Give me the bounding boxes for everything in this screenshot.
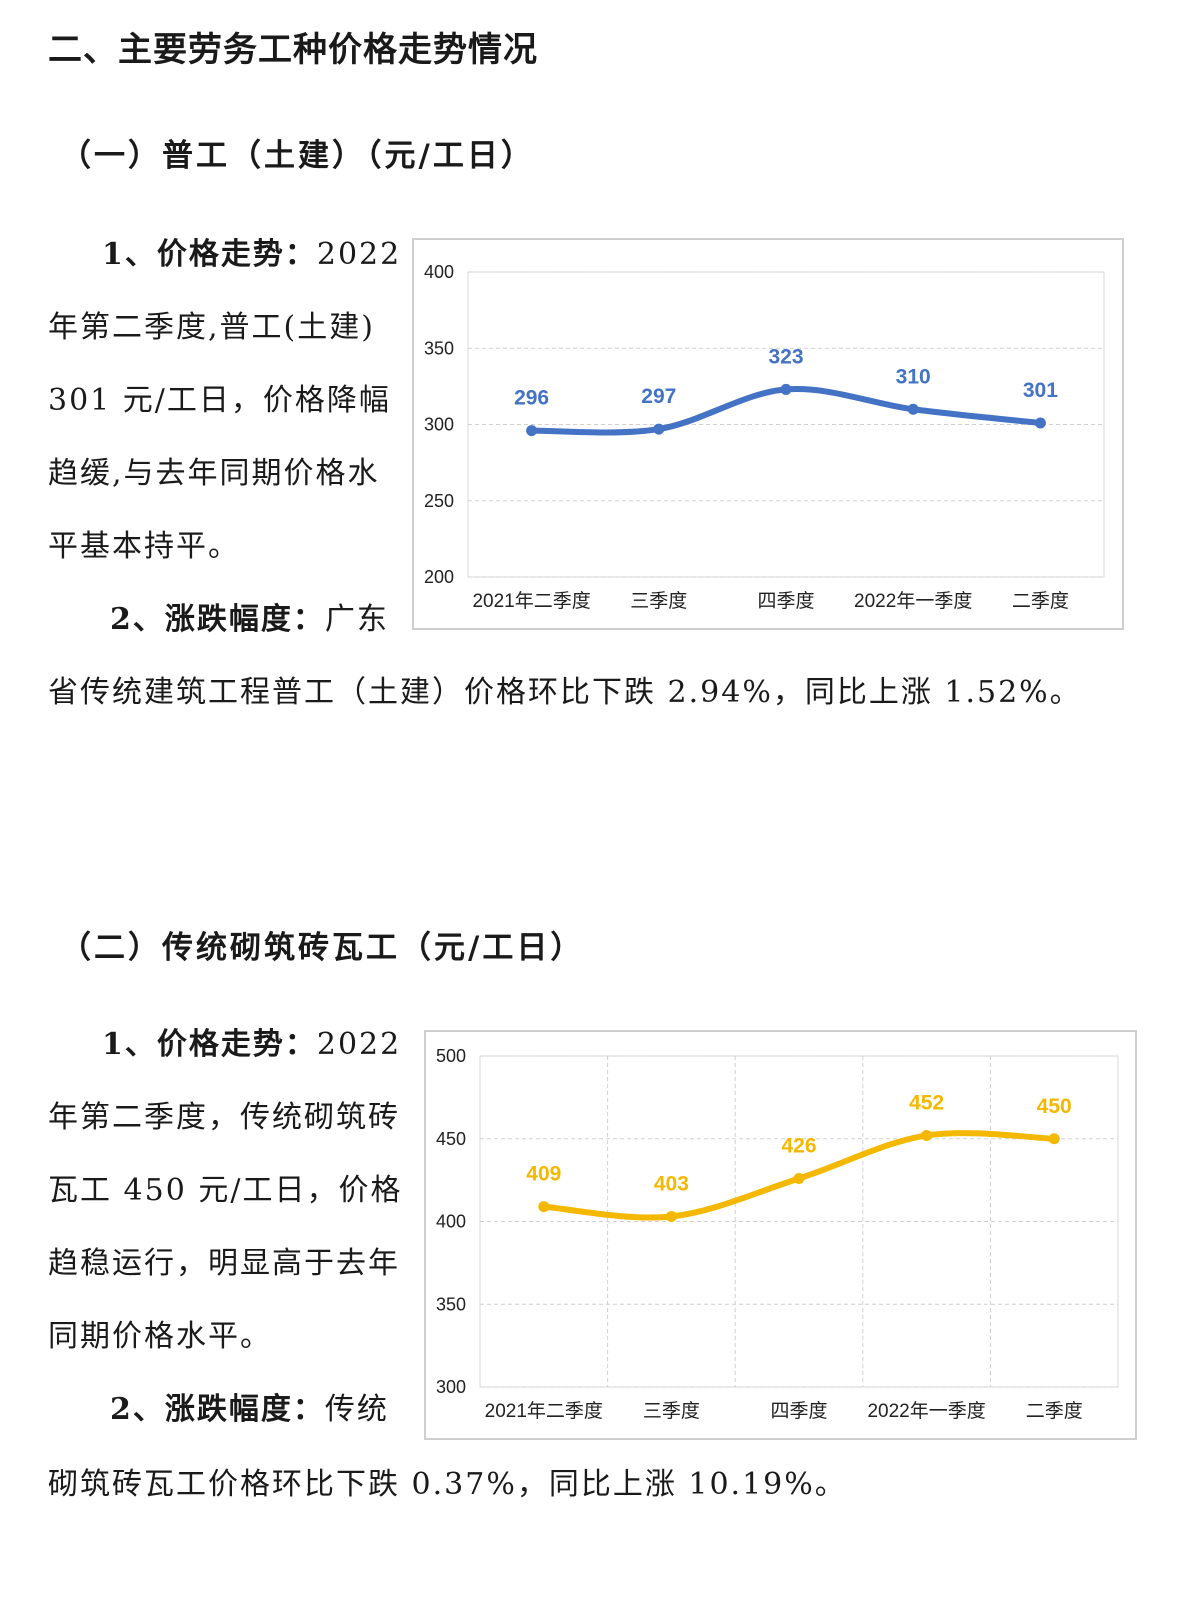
line-chart-bricklayer: 500 450 400 350 300 2021年二季度 三季度 四季度 2022年一季度 二季度… bbox=[436, 1046, 1119, 1422]
y-tick-label: 300 bbox=[436, 1377, 466, 1397]
data-label: 450 bbox=[1037, 1095, 1072, 1118]
line-chart-general-worker: 400 350 300 250 200 2021年二季度 三季度 四季度 2022年一季度 二季度… bbox=[424, 262, 1105, 612]
change-label: 2、涨跌幅度： bbox=[110, 602, 325, 637]
section2-trend-text: 1、价格走势：2022 年第二季度，传统砌筑砖 瓦工 450 元/工日，价格 趋… bbox=[48, 1027, 403, 1427]
section-heading-general-worker: （一）普工（土建）（元/工日） bbox=[60, 138, 535, 174]
y-tick-label: 300 bbox=[424, 415, 454, 435]
data-label: 426 bbox=[781, 1134, 816, 1157]
data-label: 310 bbox=[896, 365, 931, 388]
data-point bbox=[921, 1129, 933, 1141]
data-label: 323 bbox=[768, 345, 803, 368]
y-tick-label: 350 bbox=[436, 1294, 466, 1314]
trend-label: 1、价格走势： bbox=[102, 237, 317, 272]
y-tick-label: 500 bbox=[436, 1046, 466, 1066]
data-label: 452 bbox=[909, 1091, 944, 1114]
y-tick-label: 450 bbox=[436, 1129, 466, 1149]
x-category-label: 2021年二季度 bbox=[472, 590, 590, 612]
y-tick-label: 250 bbox=[424, 491, 454, 511]
series-line bbox=[528, 386, 1044, 436]
section1-change-text: 省传统建筑工程普工（土建）价格环比下跌 2.94%，同比上涨 1.52%。 bbox=[48, 675, 1082, 710]
x-category-label: 2022年一季度 bbox=[867, 1400, 985, 1422]
data-point bbox=[653, 423, 665, 435]
x-category-label: 三季度 bbox=[643, 1400, 700, 1422]
change-label: 2、涨跌幅度： bbox=[110, 1392, 325, 1427]
data-point bbox=[907, 403, 919, 415]
x-category-label: 二季度 bbox=[1012, 590, 1069, 612]
data-point bbox=[1048, 1133, 1060, 1145]
section1-trend-text: 1、价格走势：2022 年第二季度,普工(土建) 301 元/工日，价格降幅 趋… bbox=[48, 237, 402, 637]
y-tick-label: 400 bbox=[436, 1212, 466, 1232]
chart-bricklayer: 500 450 400 350 300 2021年二季度 三季度 四季度 2022年一季度 二季度… bbox=[424, 1030, 1137, 1440]
y-tick-label: 200 bbox=[424, 567, 454, 587]
data-label: 409 bbox=[526, 1163, 561, 1186]
data-point bbox=[1034, 417, 1046, 429]
y-tick-label: 350 bbox=[424, 338, 454, 358]
data-label: 403 bbox=[654, 1173, 689, 1196]
data-label: 297 bbox=[641, 385, 676, 408]
page-title: 二、主要劳务工种价格走势情况 bbox=[48, 30, 538, 70]
data-point bbox=[793, 1172, 805, 1184]
data-label: 296 bbox=[514, 387, 549, 410]
x-category-label: 四季度 bbox=[757, 590, 814, 612]
y-tick-label: 400 bbox=[424, 262, 454, 282]
section-heading-bricklayer: （二）传统砌筑砖瓦工（元/工日） bbox=[60, 930, 585, 966]
x-category-label: 三季度 bbox=[630, 590, 687, 612]
x-category-label: 四季度 bbox=[770, 1400, 827, 1422]
data-point bbox=[780, 383, 792, 395]
x-category-label: 2021年二季度 bbox=[485, 1400, 603, 1422]
data-point bbox=[665, 1211, 677, 1223]
data-point bbox=[526, 425, 538, 437]
x-category-label: 2022年一季度 bbox=[854, 590, 972, 612]
chart-general-worker: 400 350 300 250 200 2021年二季度 三季度 四季度 2022年一季度 二季度… bbox=[412, 238, 1124, 630]
data-point bbox=[538, 1201, 550, 1213]
x-category-label: 二季度 bbox=[1026, 1400, 1083, 1422]
data-label: 301 bbox=[1023, 379, 1058, 402]
section2-change-text: 砌筑砖瓦工价格环比下跌 0.37%，同比上涨 10.19%。 bbox=[48, 1467, 847, 1502]
trend-label: 1、价格走势： bbox=[102, 1027, 317, 1062]
